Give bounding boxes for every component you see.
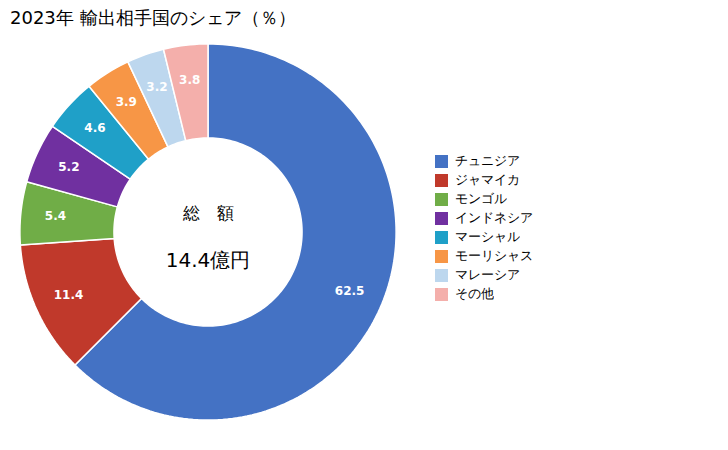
svg-text:3.9: 3.9	[116, 95, 137, 109]
svg-text:14.4億円: 14.4億円	[166, 248, 251, 272]
html-text:2023年 輸出相手国のシェア（％）: 2023年 輸出相手国のシェア（％）	[10, 7, 296, 28]
html-text:モンゴル: モンゴル	[454, 191, 507, 207]
html-text:ジャマイカ: ジャマイカ	[454, 172, 520, 188]
html-text:その他: その他	[454, 286, 494, 302]
html-text:マレーシア: マレーシア	[454, 267, 520, 283]
html-text:マーシャル: マーシャル	[454, 229, 520, 245]
svg-text:3.8: 3.8	[179, 73, 200, 87]
svg-text:5.4: 5.4	[45, 209, 66, 223]
html-text:モーリシャス: モーリシャス	[454, 248, 533, 264]
html-text:インドネシア: インドネシア	[454, 210, 533, 226]
html-text:チュニジア: チュニジア	[454, 153, 520, 169]
svg-text:62.5: 62.5	[335, 284, 365, 298]
svg-text:4.6: 4.6	[84, 121, 105, 135]
svg-text:3.2: 3.2	[146, 80, 167, 94]
svg-text:総 額: 総 額	[182, 203, 234, 223]
svg-text:5.2: 5.2	[58, 160, 79, 174]
svg-text:11.4: 11.4	[54, 288, 84, 302]
